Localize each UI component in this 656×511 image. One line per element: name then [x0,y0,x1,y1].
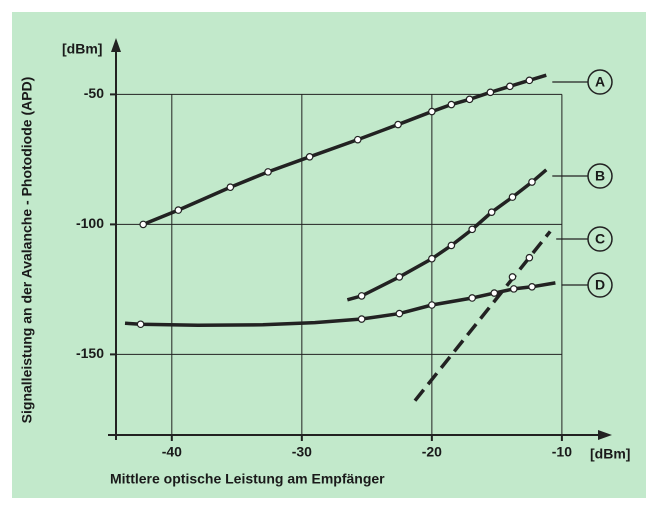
x-axis-label: Mittlere optische Leistung am Empfänger [110,471,385,487]
data-point [394,120,402,129]
data-point [357,315,366,323]
data-point [490,289,499,297]
legend-label: A [595,74,605,90]
data-point [528,282,536,291]
legend-circle [587,272,613,298]
data-point [525,253,534,262]
data-point [353,135,362,144]
data-point [264,168,272,176]
data-point [428,254,436,263]
data-point [509,285,518,293]
legend-label: D [595,277,605,293]
data-point [468,294,476,302]
data-point [486,88,495,97]
legend-circle [587,226,613,252]
x-unit: [dBm] [590,446,630,462]
y-tick-label: -50 [84,85,104,101]
y-tick-label: -100 [76,215,104,231]
x-tick-label: -10 [552,444,572,460]
data-point [428,301,436,309]
legend-label: C [595,231,605,247]
curve [346,168,548,302]
data-point [468,225,476,234]
y-arrow [111,38,121,52]
y-unit: [dBm] [62,41,102,57]
data-point [506,82,514,91]
background [12,12,646,498]
x-tick-label: -20 [422,444,442,460]
data-point [508,193,517,201]
data-point [447,100,456,109]
y-tick-label: -150 [76,345,104,361]
y-axis-label: Signalleistung an der Avalanche - Photod… [19,77,35,424]
data-point [508,273,517,281]
data-point [465,95,474,104]
data-point [395,309,404,318]
data-point [357,292,366,300]
data-point [395,273,404,281]
data-point [305,153,314,161]
x-arrow [598,430,612,440]
data-point [139,220,148,229]
legend-circle [587,69,613,95]
data-point [447,241,456,250]
legend-label: B [595,168,605,184]
x-tick-label: -30 [292,444,312,460]
data-point [226,183,235,192]
data-point [528,178,536,186]
data-point [428,107,436,116]
x-tick-label: -40 [162,444,182,460]
data-point [525,76,534,85]
legend-circle [587,163,613,189]
data-point [487,208,496,216]
data-point [136,320,145,329]
data-point [174,206,183,214]
